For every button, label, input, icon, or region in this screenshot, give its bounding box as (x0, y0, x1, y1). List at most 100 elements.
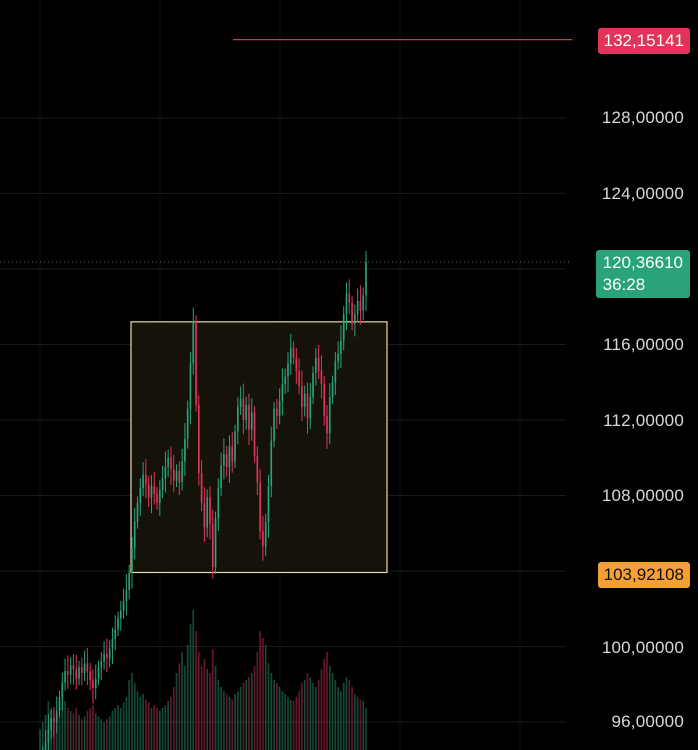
candle-body (242, 399, 245, 420)
y-tick-124: 124,00000 (601, 184, 684, 203)
candle-body (351, 302, 353, 324)
volume-bar (248, 677, 250, 750)
candle-body (323, 384, 326, 417)
candle-body (53, 718, 55, 722)
candle-body (119, 610, 122, 619)
candle-body (172, 469, 175, 481)
candle-body (348, 293, 351, 303)
volume-bar (303, 680, 306, 750)
candle-body (267, 486, 270, 522)
volume-bar (278, 687, 281, 750)
volume-bar (259, 631, 261, 750)
candle-body (303, 393, 306, 407)
candle-body (122, 601, 125, 611)
candle-body (206, 497, 209, 528)
volume-bar (122, 702, 125, 750)
volume-bar (128, 680, 130, 750)
volume-bar (145, 699, 147, 750)
volume-bar (106, 719, 108, 750)
volume-bar (167, 701, 170, 750)
candle-body (301, 386, 303, 407)
volume-bar (264, 645, 267, 750)
volume-bar (228, 696, 231, 750)
candle-body (298, 370, 300, 387)
candle-body (281, 384, 284, 402)
volume-bar (195, 631, 197, 750)
candle-body (83, 663, 86, 673)
candle-body (195, 321, 197, 405)
candle-body (315, 357, 317, 373)
volume-bars (39, 610, 367, 750)
candle-body (306, 393, 309, 419)
volume-bar (298, 691, 300, 750)
volume-bar (317, 680, 320, 750)
candle-body (259, 482, 261, 532)
volume-bar (86, 710, 89, 750)
candle-body (186, 408, 189, 439)
support-price-tag[interactable]: 103,92108 (597, 562, 690, 588)
y-tick-100: 100,00000 (601, 638, 684, 657)
candle-body (153, 486, 156, 494)
volume-bar (117, 705, 119, 750)
volume-bar (242, 682, 245, 750)
volume-bar (103, 722, 105, 750)
volume-bar (354, 694, 356, 750)
candle-body (200, 472, 203, 504)
volume-bar (250, 673, 253, 750)
y-tick-128: 128,00000 (601, 108, 684, 127)
candle-body (278, 401, 281, 417)
volume-bar (287, 696, 289, 750)
candle-body (50, 718, 52, 730)
candle-body (97, 667, 100, 679)
candle-body (209, 497, 211, 524)
y-tick-108: 108,00000 (601, 486, 684, 505)
candle-body (161, 478, 164, 490)
volume-bar (340, 691, 342, 750)
y-tick-96: 96,00000 (611, 712, 684, 731)
candle-body (64, 671, 66, 683)
candle-body (114, 629, 117, 639)
volume-bar (100, 719, 103, 750)
volume-bar (58, 708, 61, 750)
volume-bar (94, 713, 97, 750)
volume-bar (253, 666, 256, 750)
candle-body (69, 665, 72, 675)
volume-bar (342, 682, 345, 750)
candle-body (136, 503, 139, 522)
candle-body (178, 470, 181, 483)
candle-body (320, 370, 323, 385)
candle-body (211, 523, 214, 568)
volume-bar (337, 687, 339, 750)
candle-body (164, 467, 167, 479)
candle-body (158, 489, 161, 504)
volume-bar (147, 702, 150, 750)
volume-bar (209, 673, 211, 750)
volume-bar (178, 663, 181, 750)
candle-body (354, 314, 356, 324)
volume-bar (292, 701, 295, 750)
candle-body (117, 618, 119, 630)
candle-body (337, 353, 339, 362)
candle-body (287, 363, 289, 377)
volume-bar (356, 696, 359, 750)
candle-body (317, 357, 320, 371)
candle-body (75, 669, 78, 679)
candle-body (44, 742, 47, 750)
resistance-price-tag[interactable]: 132,15141 (597, 28, 690, 54)
volume-bar (239, 687, 242, 750)
volume-bar (136, 691, 139, 750)
candle-body (214, 518, 217, 568)
volume-bar (142, 694, 144, 750)
candle-body (175, 470, 178, 481)
range-box[interactable] (130, 321, 388, 574)
candle-body (225, 453, 228, 468)
volume-bar (231, 699, 234, 750)
candle-body (111, 638, 114, 649)
current-price-tag[interactable]: 120,36610 36:28 (595, 250, 690, 298)
volume-bar (161, 708, 164, 750)
candle-body (197, 404, 200, 473)
candle-body (181, 461, 183, 483)
candle-body (326, 416, 328, 434)
volume-bar (64, 701, 66, 750)
